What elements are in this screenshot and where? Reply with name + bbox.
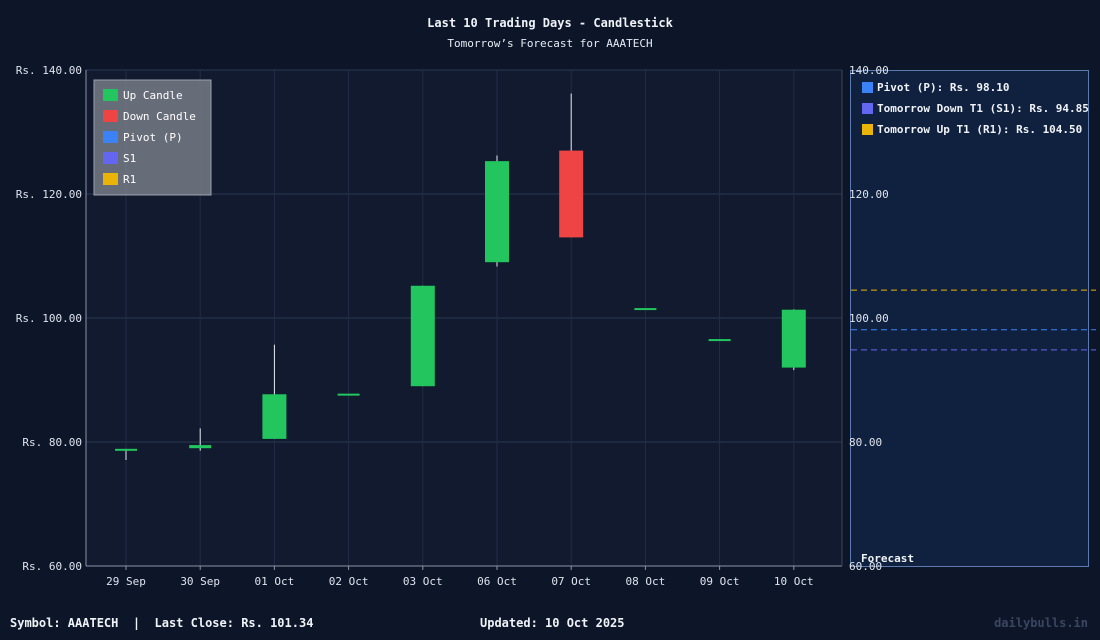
candle-body: [485, 161, 509, 263]
footer-watermark: dailybulls.in: [994, 616, 1088, 630]
forecast-legend: Pivot (P): Rs. 98.10 Tomorrow Down T1 (S1…: [862, 81, 1089, 136]
legend-swatch: [103, 131, 118, 143]
footer-updated: Updated: 10 Oct 2025: [480, 616, 625, 630]
y-tick-label-left: Rs. 60.00: [22, 560, 82, 573]
x-tick-label: 10 Oct: [774, 575, 814, 588]
up-candle: [781, 309, 806, 371]
y-tick-label-right: 100.00: [849, 312, 889, 325]
y-tick-label-right: 60.00: [849, 560, 882, 573]
candle-body: [781, 309, 806, 368]
candles: [115, 93, 806, 460]
y-tick-label-right: 80.00: [849, 436, 882, 449]
forecast-legend-swatch: [862, 103, 873, 114]
legend-swatch: [103, 110, 118, 122]
y-tick-label-right: 120.00: [849, 188, 889, 201]
x-tick-label: 02 Oct: [329, 575, 369, 588]
y-tick-label-right: 140.00: [849, 64, 889, 77]
up-candle: [410, 285, 435, 387]
candle-body: [634, 308, 657, 311]
forecast-legend-swatch: [862, 124, 873, 135]
candle-body: [115, 448, 137, 451]
legend-swatch: [103, 152, 118, 164]
y-tick-label-left: Rs. 100.00: [16, 312, 82, 325]
candle-body: [708, 339, 731, 342]
candle-body: [559, 150, 584, 238]
up-candle: [634, 308, 657, 311]
y-tick-label-left: Rs. 80.00: [22, 436, 82, 449]
up-candle: [485, 155, 509, 267]
up-candle: [708, 339, 731, 342]
legend-swatch: [103, 173, 118, 185]
x-tick-label: 03 Oct: [403, 575, 443, 588]
axes: Rs. 60.00 60.00 Rs. 80.00 80.00 Rs. 100.00 10…: [16, 64, 889, 588]
candle-body: [189, 445, 212, 449]
up-candle: [115, 448, 137, 460]
y-tick-label-left: Rs. 140.00: [16, 64, 82, 77]
forecast-level-lines: [851, 289, 1096, 351]
forecast-legend-label: Tomorrow Up T1 (R1): Rs. 104.50: [877, 123, 1082, 136]
legend-label: S1: [123, 152, 136, 165]
footer-symbol-info: Symbol: AAATECH | Last Close: Rs. 101.34: [10, 616, 314, 630]
up-candle: [189, 428, 212, 451]
forecast-legend-label: Tomorrow Down T1 (S1): Rs. 94.85: [877, 102, 1089, 115]
x-tick-label: 30 Sep: [180, 575, 220, 588]
legend-label: Pivot (P): [123, 131, 183, 144]
x-tick-label: 09 Oct: [700, 575, 740, 588]
candle-body: [410, 285, 435, 387]
forecast-panel-label: Forecast: [861, 552, 914, 565]
legend-swatch: [103, 89, 118, 101]
legend-label: R1: [123, 173, 136, 186]
candle-body: [337, 393, 360, 396]
x-tick-label: 08 Oct: [626, 575, 666, 588]
x-tick-label: 29 Sep: [106, 575, 146, 588]
down-candle: [559, 93, 584, 238]
chart-subtitle: Tomorrow’s Forecast for AAATECH: [447, 37, 652, 50]
up-candle: [262, 344, 287, 439]
legend-label: Up Candle: [123, 89, 183, 102]
x-tick-label: 01 Oct: [255, 575, 295, 588]
legend: Up Candle Down Candle Pivot (P) S1 R1: [93, 79, 212, 196]
x-tick-label: 07 Oct: [551, 575, 591, 588]
forecast-legend-swatch: [862, 82, 873, 93]
y-tick-label-left: Rs. 120.00: [16, 188, 82, 201]
forecast-panel: [850, 70, 1089, 567]
forecast-legend-label: Pivot (P): Rs. 98.10: [877, 81, 1009, 94]
chart: Rs. 60.00 60.00 Rs. 80.00 80.00 Rs. 100.00 10…: [16, 16, 1096, 588]
x-tick-label: 06 Oct: [477, 575, 517, 588]
legend-label: Down Candle: [123, 110, 196, 123]
chart-title: Last 10 Trading Days - Candlestick: [427, 16, 673, 30]
candle-body: [262, 394, 287, 439]
up-candle: [337, 393, 360, 396]
